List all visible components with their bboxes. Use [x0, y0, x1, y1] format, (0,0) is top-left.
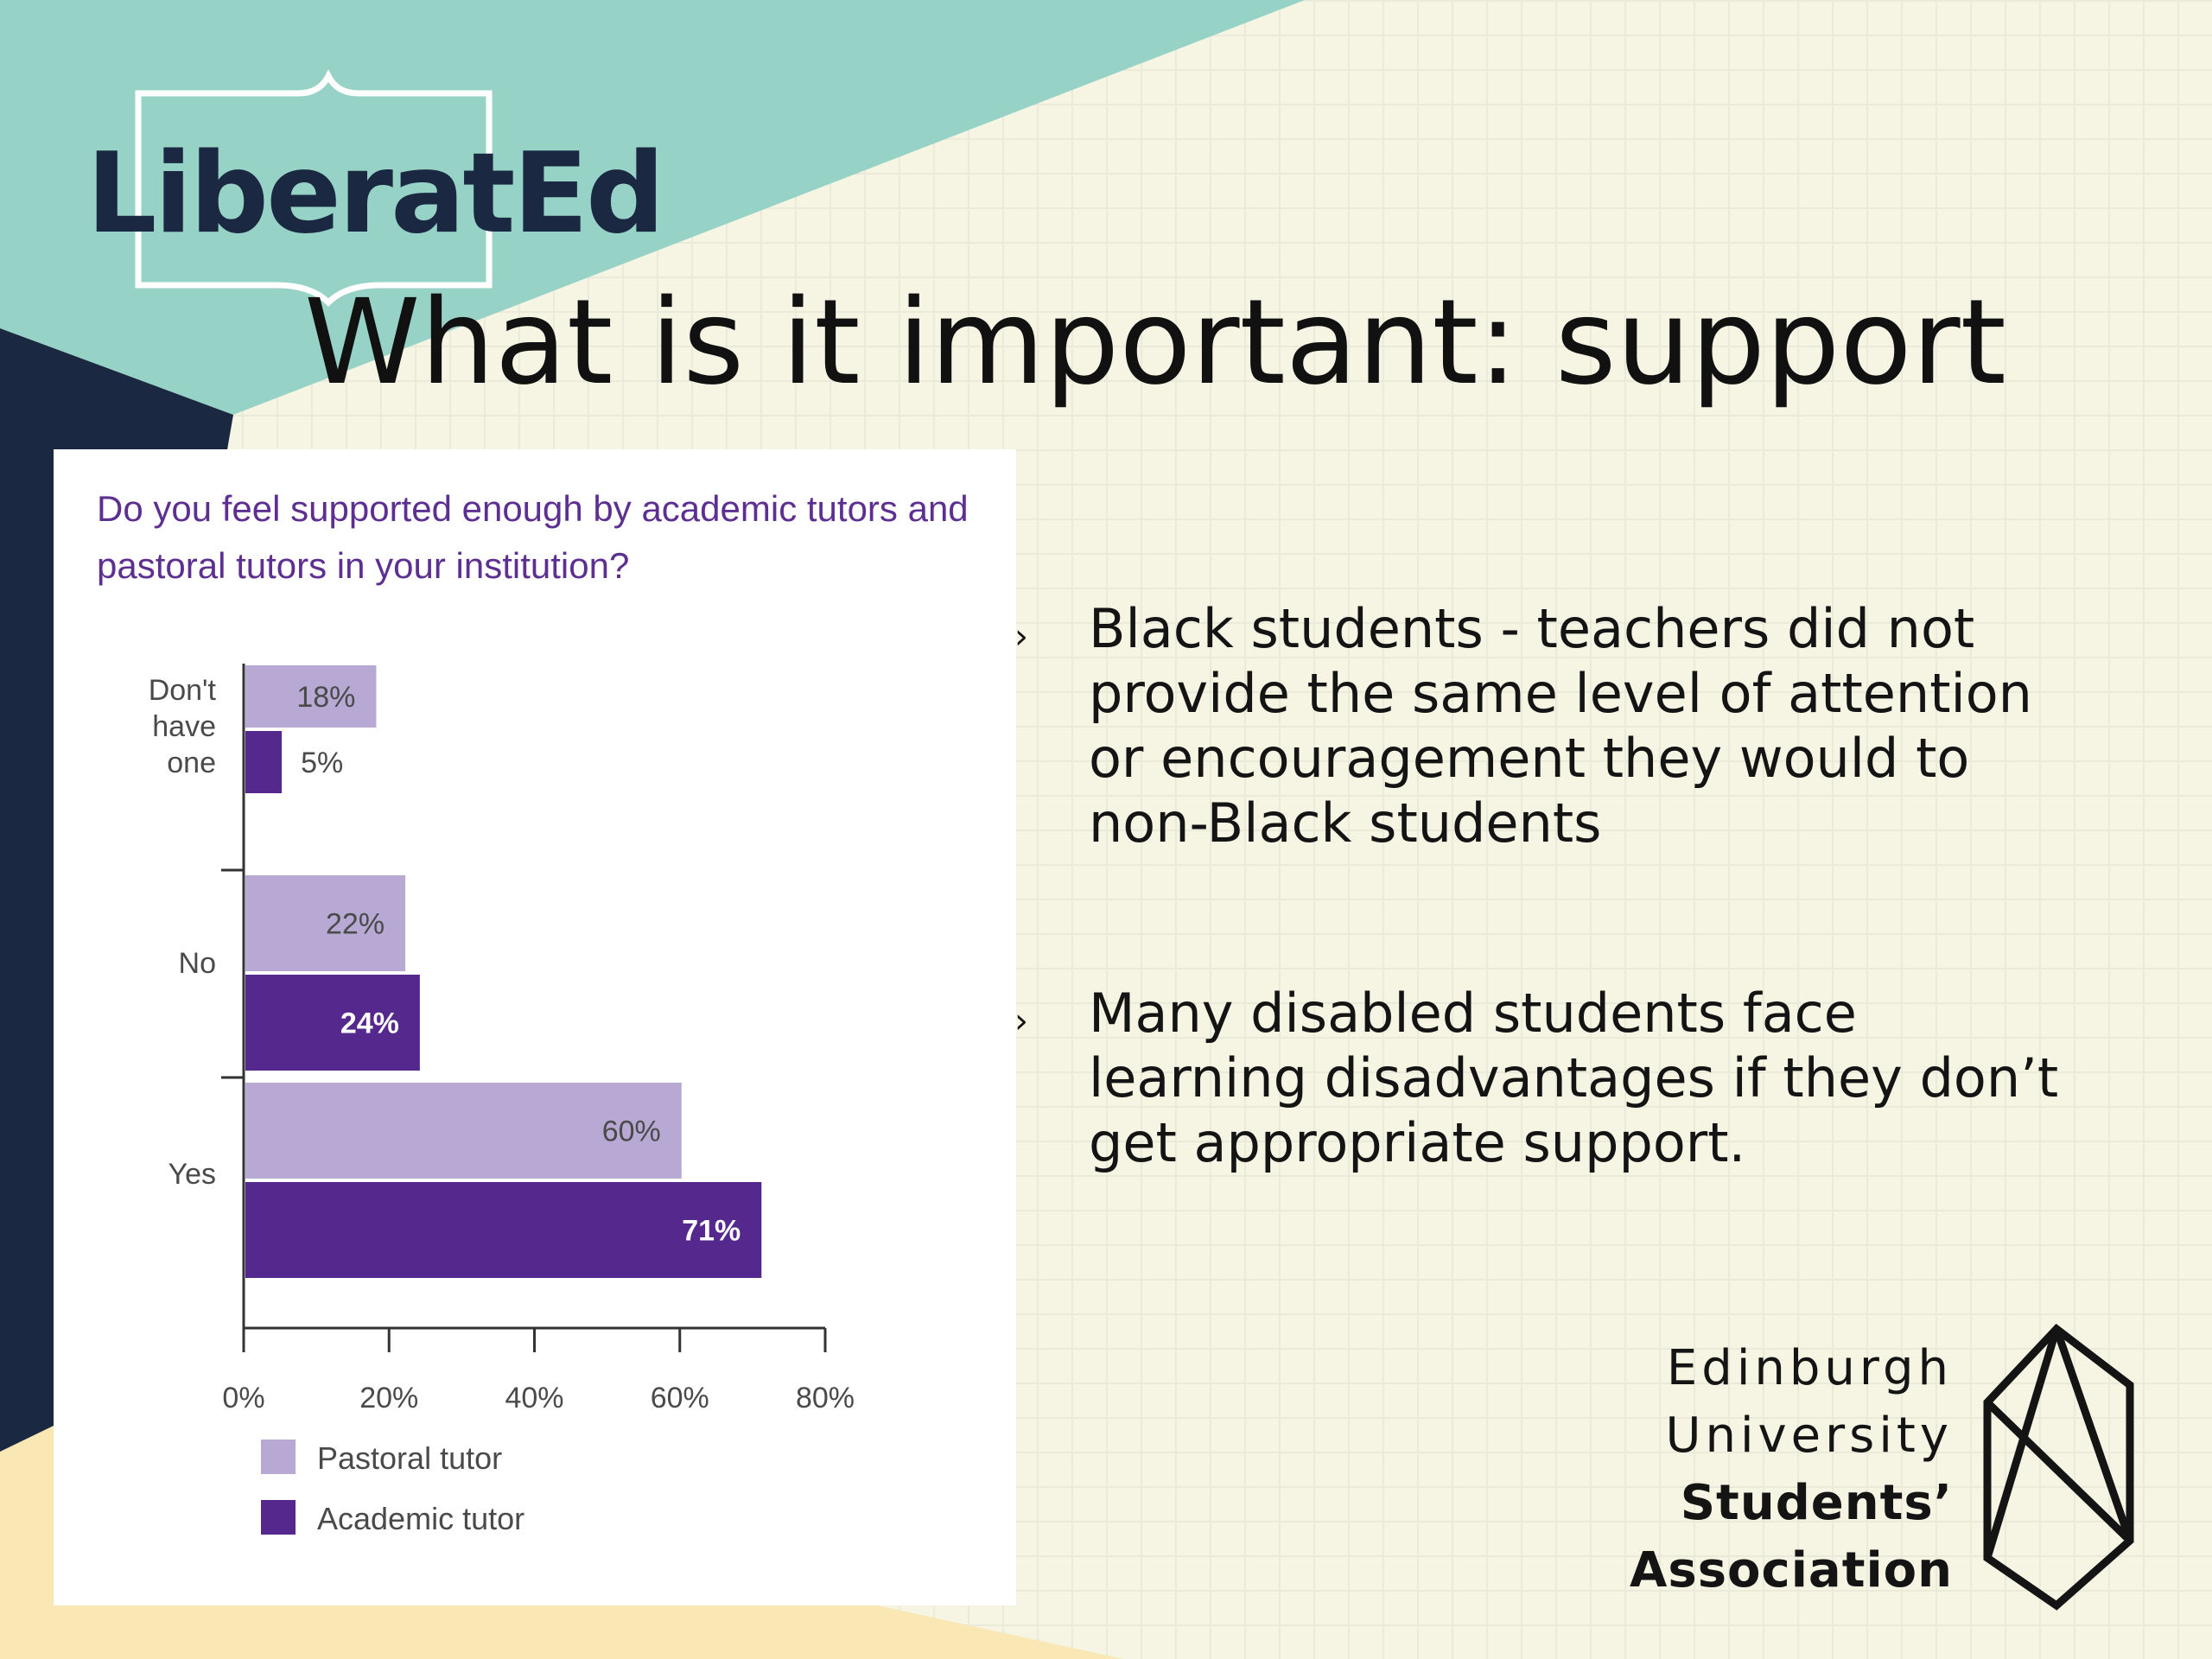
slide-title: What is it important: support [304, 275, 2006, 411]
data-label: 22% [326, 908, 385, 941]
data-label: 24% [340, 1007, 399, 1040]
bullet-list: › Black students - teachers did not prov… [1011, 596, 2065, 1175]
data-label: 71% [682, 1215, 741, 1248]
legend-swatch [261, 1500, 296, 1535]
bullet-marker-icon: › [1014, 617, 1028, 657]
x-tick-label: 60% [651, 1382, 709, 1414]
legend-label: Academic tutor [317, 1501, 524, 1536]
eusa-logo-icon [1983, 1323, 2134, 1611]
data-label: 5% [301, 747, 343, 779]
eusa-line: University [1665, 1408, 1953, 1464]
bullet-text: Black students - teachers did not provid… [1089, 597, 2032, 855]
bullet-marker-icon: › [1014, 1001, 1028, 1041]
bullet-text: Many disabled students face learning dis… [1089, 982, 2059, 1174]
category-label: Don't [149, 674, 217, 707]
legend-swatch [261, 1440, 296, 1474]
bar-academic-tutor [245, 1182, 762, 1278]
chart-title: Do you feel supported enough by academic… [97, 488, 969, 586]
bar-pastoral-tutor [245, 875, 406, 971]
book-icon [135, 69, 493, 307]
bullet-item: › Black students - teachers did not prov… [1011, 596, 2065, 855]
chart-panel: Do you feel supported enough by academic… [54, 449, 1016, 1605]
category-label: Yes [168, 1158, 216, 1191]
eusa-logo-text: Edinburgh University Students’ Associati… [1503, 1335, 1953, 1605]
x-tick-label: 40% [505, 1382, 563, 1414]
x-tick-label: 20% [359, 1382, 418, 1414]
bar-pastoral-tutor [245, 1083, 682, 1179]
eusa-line: Edinburgh [1666, 1340, 1953, 1396]
category-label: one [167, 747, 216, 779]
data-label: 18% [296, 681, 355, 714]
bullet-item: › Many disabled students face learning d… [1011, 981, 2065, 1175]
category-label: No [179, 947, 216, 980]
eusa-line: Association [1630, 1542, 1953, 1599]
category-label: have [152, 710, 216, 743]
bar-academic-tutor [245, 731, 283, 793]
x-tick-label: 80% [796, 1382, 855, 1414]
bar-pastoral-tutor [245, 665, 377, 728]
x-tick-label: 0% [222, 1382, 264, 1414]
bar-academic-tutor [245, 975, 420, 1071]
eusa-line: Students’ [1680, 1475, 1953, 1531]
data-label: 60% [602, 1116, 661, 1148]
legend-label: Pastoral tutor [317, 1440, 502, 1476]
liberated-logo: LiberatEd [86, 130, 665, 258]
teal-shape [0, 0, 1305, 415]
